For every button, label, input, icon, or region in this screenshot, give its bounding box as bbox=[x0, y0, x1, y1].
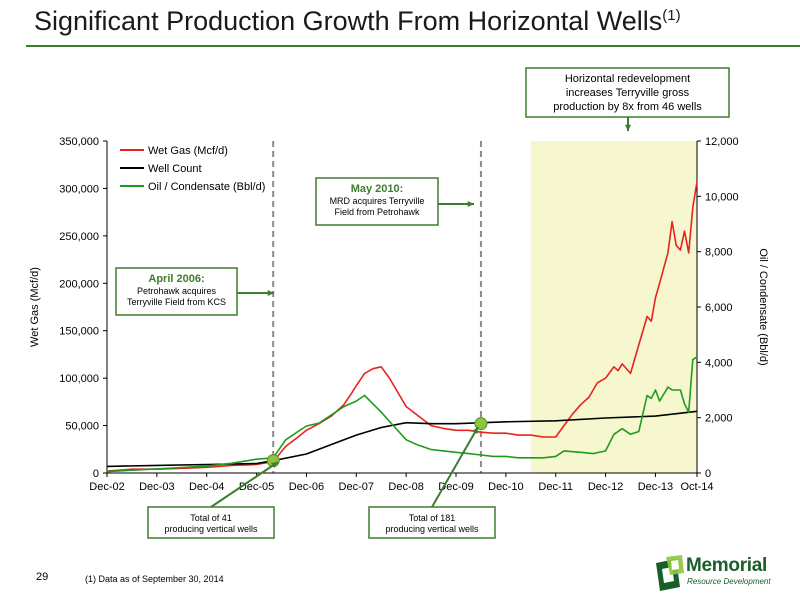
title-divider bbox=[26, 45, 800, 47]
page-title: Significant Production Growth From Horiz… bbox=[34, 6, 681, 37]
footnote: (1) Data as of September 30, 2014 bbox=[85, 574, 224, 584]
april-2006-annotation-box bbox=[115, 267, 238, 316]
y-tick-label-right: 10,000 bbox=[705, 191, 739, 203]
x-tick-label: Oct-14 bbox=[680, 481, 713, 493]
horizontal-annotation-text: increases Terryville gross bbox=[566, 87, 690, 99]
vertical-wells-181-arrow-head bbox=[472, 427, 478, 434]
oil-condensate-series-line bbox=[106, 356, 698, 473]
vertical-wells-41-arrow-head bbox=[271, 462, 278, 469]
x-tick-label: Dec-13 bbox=[638, 481, 673, 493]
logo-mark-icon bbox=[656, 555, 684, 591]
y-tick-label-left: 350,000 bbox=[59, 136, 99, 148]
x-tick-label: Dec-08 bbox=[388, 481, 423, 493]
vertical-wells-41-callout-box bbox=[147, 506, 275, 539]
vertical-wells-41-arrow-shaft bbox=[210, 461, 279, 508]
x-tick-label: Dec-10 bbox=[488, 481, 523, 493]
vertical-wells-181-callout-text: Total of 181 bbox=[409, 513, 456, 523]
y-tick-label-left: 300,000 bbox=[59, 183, 99, 195]
y-axis-label-right: Oil / Condensate (Bbl/d) bbox=[757, 248, 769, 365]
logo-subtext: Resource Development bbox=[687, 577, 771, 586]
vertical-wells-41-callout-text: producing vertical wells bbox=[164, 524, 258, 534]
may-2010-annotation-text: Field from Petrohawk bbox=[334, 207, 420, 217]
wet-gas-series-line bbox=[106, 181, 698, 472]
april-2006-arrow-head bbox=[267, 289, 274, 297]
title-footnote-ref: (1) bbox=[662, 7, 681, 24]
april-2006-annotation-text: Petrohawk acquires bbox=[137, 286, 217, 296]
horizontal-annotation-text: Horizontal redevelopment bbox=[565, 73, 690, 85]
y-tick-label-right: 4,000 bbox=[705, 357, 733, 369]
x-tick-label: Dec-11 bbox=[538, 481, 573, 493]
y-tick-label-left: 50,000 bbox=[65, 421, 99, 433]
x-tick-label: Dec-09 bbox=[438, 481, 473, 493]
horizontal-arrow-head bbox=[624, 124, 632, 131]
horizontal-annotation-box bbox=[525, 67, 730, 118]
x-tick-label: Dec-02 bbox=[89, 481, 124, 493]
oil-condensate-legend-label: Oil / Condensate (Bbl/d) bbox=[148, 181, 265, 193]
x-tick-label: Dec-12 bbox=[588, 481, 623, 493]
well-count-series-line bbox=[106, 410, 698, 468]
may-2010-annotation-text: MRD acquires Terryville bbox=[330, 196, 425, 206]
y-tick-label-right: 2,000 bbox=[705, 413, 733, 425]
may-2010-annotation-title: May 2010: bbox=[351, 183, 404, 195]
y-tick-label-left: 250,000 bbox=[59, 231, 99, 243]
logo-text: Memorial bbox=[686, 555, 768, 576]
milestone-point bbox=[474, 417, 488, 431]
x-tick-label: Dec-04 bbox=[189, 481, 224, 493]
vertical-wells-41-callout-text: Total of 41 bbox=[190, 513, 232, 523]
vertical-wells-181-callout-box bbox=[368, 506, 496, 539]
x-tick-label: Dec-03 bbox=[139, 481, 174, 493]
april-2006-annotation-text: Terryville Field from KCS bbox=[127, 297, 226, 307]
y-tick-label-left: 100,000 bbox=[59, 373, 99, 385]
x-tick-label: Dec-06 bbox=[289, 481, 324, 493]
y-tick-label-left: 150,000 bbox=[59, 326, 99, 338]
y-tick-label-left: 0 bbox=[93, 468, 99, 480]
y-tick-label-right: 12,000 bbox=[705, 136, 739, 148]
company-logo: Memorial Resource Development bbox=[652, 553, 792, 593]
y-axis-label-left: Wet Gas (Mcf/d) bbox=[29, 267, 41, 347]
may-2010-arrow-head bbox=[467, 200, 474, 208]
horizontal-annotation-text: production by 8x from 46 wells bbox=[553, 101, 702, 113]
vertical-wells-181-arrow-shaft bbox=[431, 426, 479, 508]
page-number: 29 bbox=[36, 571, 49, 583]
april-2006-annotation-title: April 2006: bbox=[148, 273, 204, 285]
may-2010-annotation-box bbox=[315, 177, 439, 226]
vertical-wells-181-callout-text: producing vertical wells bbox=[385, 524, 479, 534]
wet-gas-legend-label: Wet Gas (Mcf/d) bbox=[148, 145, 228, 157]
y-tick-label-right: 8,000 bbox=[705, 247, 733, 259]
y-tick-label-left: 200,000 bbox=[59, 278, 99, 290]
page-title-text: Significant Production Growth From Horiz… bbox=[34, 6, 663, 36]
y-tick-label-right: 6,000 bbox=[705, 302, 733, 314]
well-count-legend-label: Well Count bbox=[148, 163, 202, 175]
highlight-region bbox=[530, 141, 697, 473]
y-tick-label-right: 0 bbox=[705, 468, 711, 480]
x-tick-label: Dec-05 bbox=[239, 481, 274, 493]
x-tick-label: Dec-07 bbox=[339, 481, 374, 493]
